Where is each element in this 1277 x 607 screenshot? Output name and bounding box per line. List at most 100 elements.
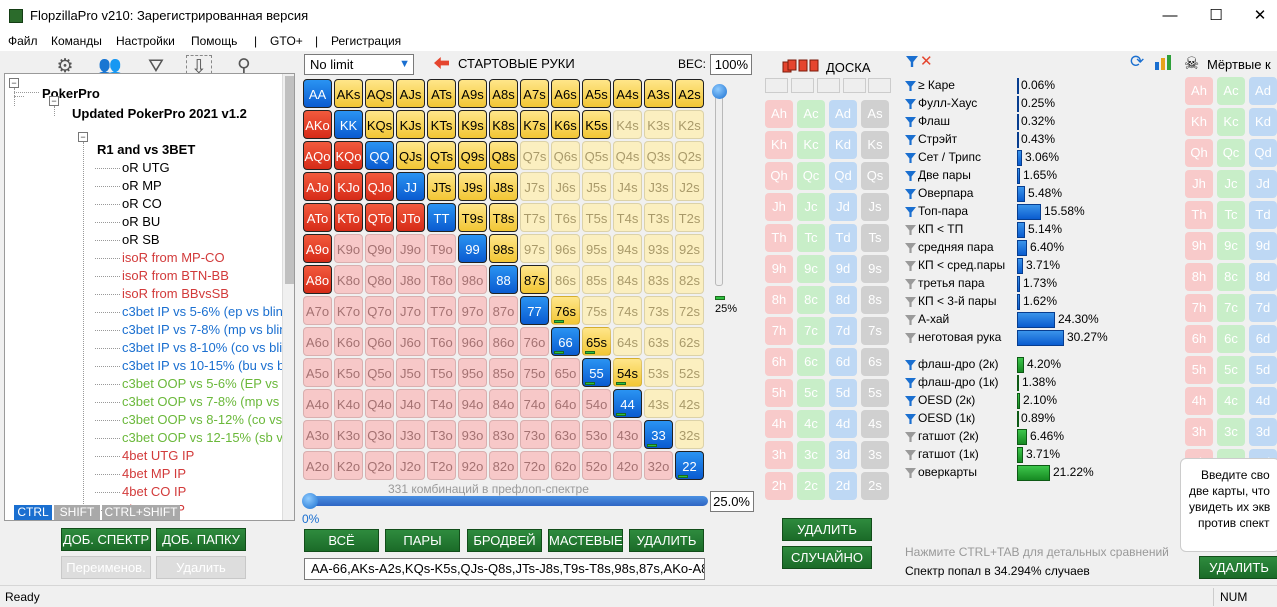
hand-cell-65o[interactable]: 65o [551,358,580,387]
hand-cell-Q6o[interactable]: Q6o [365,327,394,356]
dead-card-Jd[interactable]: Jd [1249,170,1277,198]
board-card-Jc[interactable]: Jc [797,193,825,221]
hand-cell-22[interactable]: 22 [675,451,704,480]
board-card-5c[interactable]: 5c [797,379,825,407]
hand-cell-T3s[interactable]: T3s [644,203,673,232]
hand-cell-62o[interactable]: 62o [551,451,580,480]
hand-cell-76o[interactable]: 76o [520,327,549,356]
hand-cell-94o[interactable]: 94o [458,389,487,418]
hand-cell-65s[interactable]: 65s [582,327,611,356]
hand-cell-J5s[interactable]: J5s [582,172,611,201]
hand-cell-63o[interactable]: 63o [551,420,580,449]
dead-card-Ad[interactable]: Ad [1249,77,1277,105]
hand-cell-Q4s[interactable]: Q4s [613,141,642,170]
menu-commands[interactable]: Команды [51,34,102,48]
dead-card-Th[interactable]: Th [1185,201,1213,229]
board-card-Ts[interactable]: Ts [861,224,889,252]
board-card-4c[interactable]: 4c [797,410,825,438]
hand-cell-Q8o[interactable]: Q8o [365,265,394,294]
board-card-4d[interactable]: 4d [829,410,857,438]
vertical-slider-knob[interactable] [712,84,727,99]
tree-item[interactable]: c3bet IP vs 7-8% (mp vs blind [122,322,294,337]
hand-cell-A2s[interactable]: A2s [675,79,704,108]
filter-icon[interactable] [905,414,916,424]
tree-item[interactable]: c3bet OOP vs 12-15% (sb vs b [122,430,295,445]
game-type-select[interactable]: No limit ▼ [304,54,414,75]
board-card-7s[interactable]: 7s [861,317,889,345]
dead-card-Qd[interactable]: Qd [1249,139,1277,167]
hand-cell-K9s[interactable]: K9s [458,110,487,139]
hand-cell-Q5s[interactable]: Q5s [582,141,611,170]
tree-item[interactable]: c3bet OOP vs 7-8% (mp vs fr [122,394,291,409]
tree-item[interactable]: isoR from BTN-BB [122,268,229,283]
hand-cell-J5o[interactable]: J5o [396,358,425,387]
hand-cell-T8o[interactable]: T8o [427,265,456,294]
dead-card-8c[interactable]: 8c [1217,263,1245,291]
hand-cell-94s[interactable]: 94s [613,234,642,263]
hand-cell-96s[interactable]: 96s [551,234,580,263]
hand-cell-AQs[interactable]: AQs [365,79,394,108]
board-slot-3[interactable] [817,78,840,93]
hand-cell-T2o[interactable]: T2o [427,451,456,480]
range-text-input[interactable]: AA-66,AKs-A2s,KQs-K5s,QJs-Q8s,JTs-J8s,T9… [304,558,705,580]
board-card-Js[interactable]: Js [861,193,889,221]
hand-cell-J8o[interactable]: J8o [396,265,425,294]
dead-card-6h[interactable]: 6h [1185,325,1213,353]
hand-cell-93o[interactable]: 93o [458,420,487,449]
filter-icon[interactable] [905,450,916,460]
hand-cell-AJo[interactable]: AJo [303,172,332,201]
filter-icon[interactable] [905,432,916,442]
menu-gto[interactable]: GTO+ [270,34,303,48]
hand-cell-J9s[interactable]: J9s [458,172,487,201]
broadway-button[interactable]: БРОДВЕЙ [467,529,542,552]
hand-cell-A5o[interactable]: A5o [303,358,332,387]
menu-registration[interactable]: Регистрация [331,34,402,48]
hand-cell-K7o[interactable]: K7o [334,296,363,325]
filter-icon[interactable] [906,56,918,67]
dead-card-Kd[interactable]: Kd [1249,108,1277,136]
board-card-8h[interactable]: 8h [765,286,793,314]
menu-help[interactable]: Помощь [191,34,238,48]
hand-cell-32s[interactable]: 32s [675,420,704,449]
hand-cell-85o[interactable]: 85o [489,358,518,387]
tree-item[interactable]: oR BU [122,214,161,229]
hand-cell-Q7o[interactable]: Q7o [365,296,394,325]
stat-row[interactable]: Флаш 0.32% [905,113,1155,131]
hand-cell-88[interactable]: 88 [489,265,518,294]
dead-card-9h[interactable]: 9h [1185,232,1213,260]
hand-cell-T6s[interactable]: T6s [551,203,580,232]
minimize-button[interactable]: — [1162,7,1178,24]
pairs-button[interactable]: ПАРЫ [385,529,460,552]
board-card-Td[interactable]: Td [829,224,857,252]
hand-cell-J2s[interactable]: J2s [675,172,704,201]
hand-cell-73s[interactable]: 73s [644,296,673,325]
hand-cell-T4s[interactable]: T4s [613,203,642,232]
stat-row[interactable]: Две пары 1.65% [905,167,1155,185]
hand-cell-A6s[interactable]: A6s [551,79,580,108]
hand-cell-Q9s[interactable]: Q9s [458,141,487,170]
hand-cell-K7s[interactable]: K7s [520,110,549,139]
range-percent-slider[interactable] [305,496,708,506]
tree-item[interactable]: isoR from BBvsSB [122,286,229,301]
add-range-button[interactable]: ДОБ. СПЕКТР [61,528,151,551]
hand-cell-93s[interactable]: 93s [644,234,673,263]
hand-cell-Q9o[interactable]: Q9o [365,234,394,263]
dead-card-Jc[interactable]: Jc [1217,170,1245,198]
dead-card-6d[interactable]: 6d [1249,325,1277,353]
filter-icon[interactable] [905,117,916,127]
board-card-3d[interactable]: 3d [829,441,857,469]
hand-cell-86o[interactable]: 86o [489,327,518,356]
hand-cell-K6o[interactable]: K6o [334,327,363,356]
hand-cell-42s[interactable]: 42s [675,389,704,418]
stat-row[interactable]: третья пара 1.73% [905,275,1155,293]
hand-cell-QTo[interactable]: QTo [365,203,394,232]
hand-cell-A2o[interactable]: A2o [303,451,332,480]
dead-card-4c[interactable]: 4c [1217,387,1245,415]
tree-expander[interactable]: − [78,132,88,142]
board-card-5d[interactable]: 5d [829,379,857,407]
close-button[interactable]: ✕ [1253,7,1267,24]
hand-cell-KTo[interactable]: KTo [334,203,363,232]
hand-cell-74o[interactable]: 74o [520,389,549,418]
hand-cell-83s[interactable]: 83s [644,265,673,294]
stat-row[interactable]: гатшот (2к) 6.46% [905,428,1155,446]
